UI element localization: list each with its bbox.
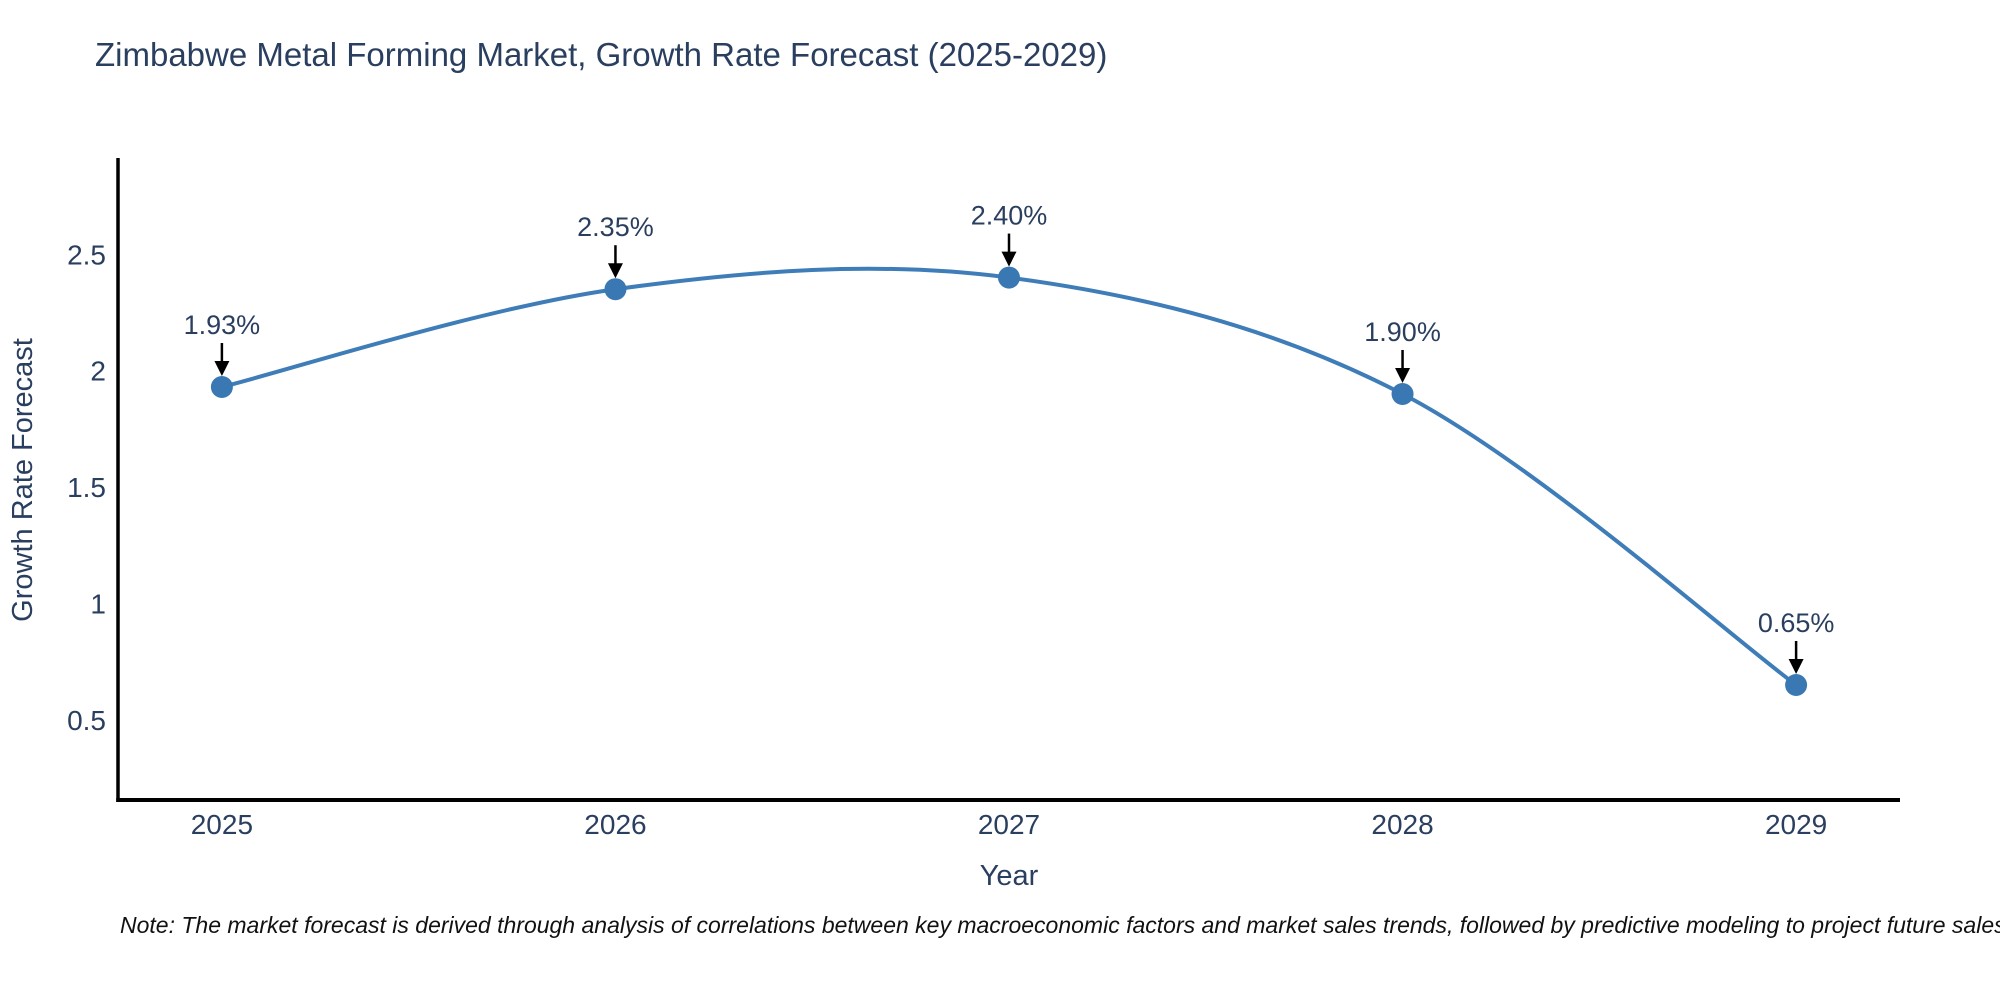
y-tick-label: 1 [90, 589, 106, 620]
data-point-label: 2.40% [971, 201, 1048, 231]
data-point-marker[interactable] [210, 375, 233, 398]
point-annotation: 1.93% [184, 310, 261, 376]
x-tick-label: 2028 [1371, 809, 1433, 840]
data-point-label: 2.35% [577, 212, 654, 242]
chart-title: Zimbabwe Metal Forming Market, Growth Ra… [95, 36, 1108, 73]
annotation-arrowhead-icon [1001, 251, 1017, 267]
annotation-arrowhead-icon [607, 263, 623, 279]
x-tick-label: 2026 [584, 809, 646, 840]
data-point-marker[interactable] [998, 266, 1020, 289]
point-annotation: 2.35% [577, 212, 654, 279]
y-tick-label: 0.5 [67, 705, 106, 736]
data-point-marker[interactable] [1391, 382, 1414, 405]
point-annotation: 0.65% [1758, 608, 1835, 674]
data-point-marker[interactable] [604, 278, 627, 301]
y-tick-label: 2 [90, 356, 106, 387]
annotation-arrowhead-icon [1395, 367, 1411, 383]
data-point-label: 0.65% [1758, 608, 1835, 638]
y-tick-labels: 0.5 1 1.5 2 2.5 [67, 239, 106, 736]
y-tick-label: 2.5 [67, 239, 106, 270]
x-axis-title: Year [980, 860, 1039, 892]
point-annotation: 1.90% [1364, 317, 1441, 383]
data-points [210, 266, 1808, 696]
point-annotation: 2.40% [971, 201, 1048, 267]
data-point-label: 1.93% [184, 310, 261, 340]
x-tick-label: 2029 [1765, 809, 1827, 840]
data-point-label: 1.90% [1364, 317, 1441, 347]
series-line [219, 266, 1799, 687]
data-point-marker[interactable] [1785, 673, 1808, 696]
y-axis-title: Growth Rate Forecast [7, 338, 39, 622]
y-tick-label: 1.5 [67, 472, 106, 503]
x-tick-labels: 2025 2026 2027 2028 2029 [191, 809, 1828, 840]
annotation-arrowhead-icon [214, 360, 230, 376]
point-annotations: 1.93% 2.35% 2.40% 1.90% 0.65% [184, 201, 1835, 674]
annotation-arrowhead-icon [1788, 658, 1804, 674]
footnote: Note: The market forecast is derived thr… [120, 912, 2000, 938]
x-tick-label: 2025 [191, 809, 253, 840]
x-tick-label: 2027 [978, 809, 1040, 840]
